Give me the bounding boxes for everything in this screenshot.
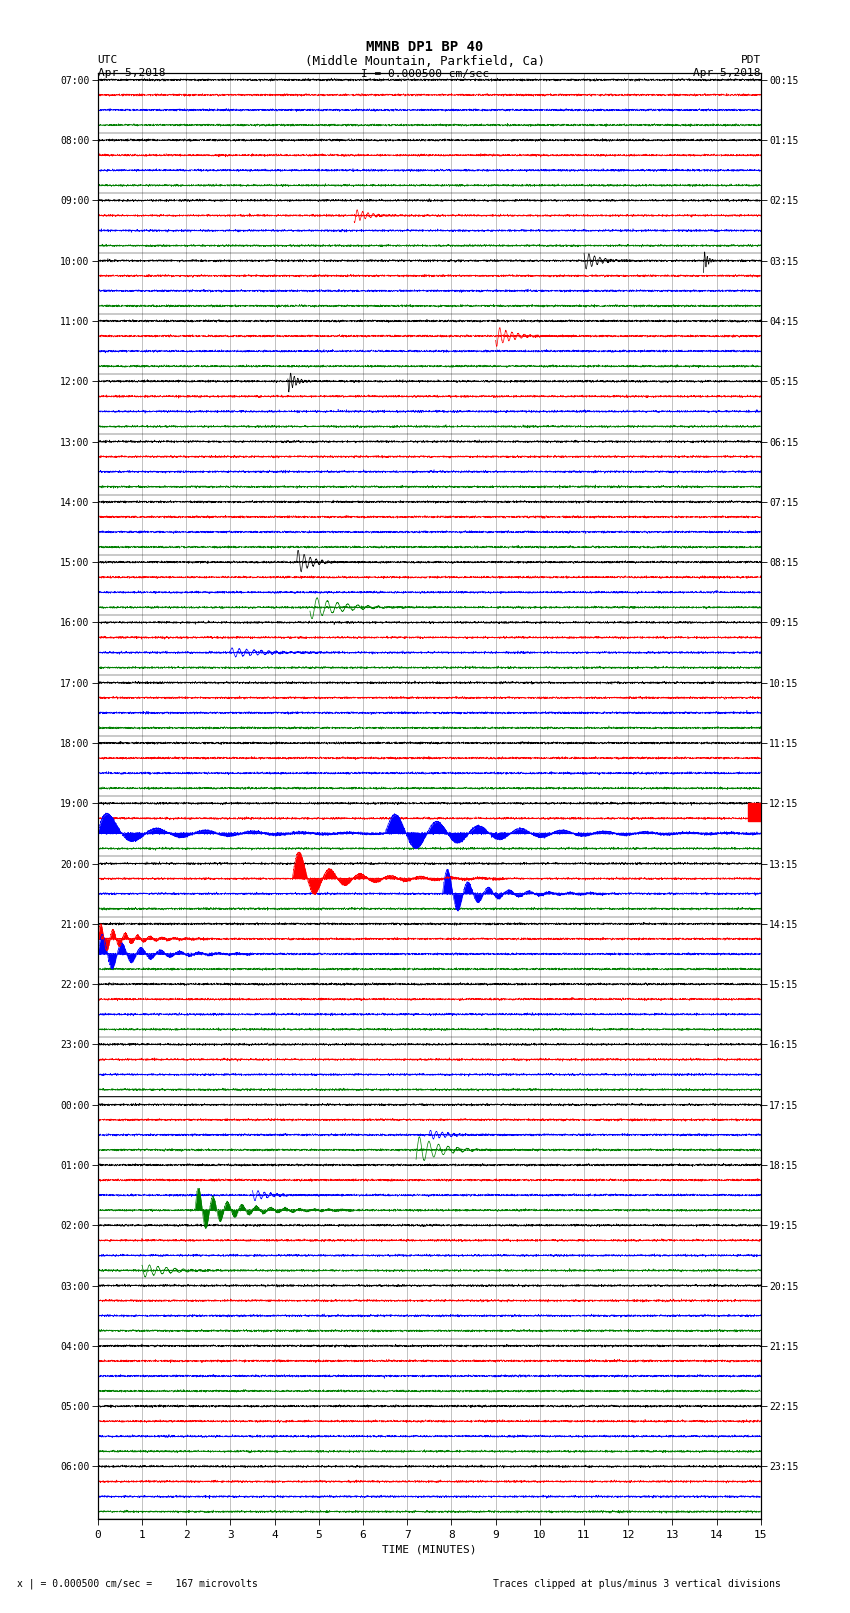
Text: MMNB DP1 BP 40: MMNB DP1 BP 40 [366,40,484,55]
Text: x | = 0.000500 cm/sec =    167 microvolts: x | = 0.000500 cm/sec = 167 microvolts [17,1579,258,1589]
Text: UTC: UTC [98,55,118,65]
Text: Apr 5,2018: Apr 5,2018 [98,68,165,77]
X-axis label: TIME (MINUTES): TIME (MINUTES) [382,1544,477,1553]
Text: Traces clipped at plus/minus 3 vertical divisions: Traces clipped at plus/minus 3 vertical … [493,1579,781,1589]
Text: I = 0.000500 cm/sec: I = 0.000500 cm/sec [361,69,489,79]
Text: (Middle Mountain, Parkfield, Ca): (Middle Mountain, Parkfield, Ca) [305,55,545,68]
Text: Apr 5,2018: Apr 5,2018 [694,68,761,77]
Text: PDT: PDT [740,55,761,65]
Bar [748,803,761,821]
